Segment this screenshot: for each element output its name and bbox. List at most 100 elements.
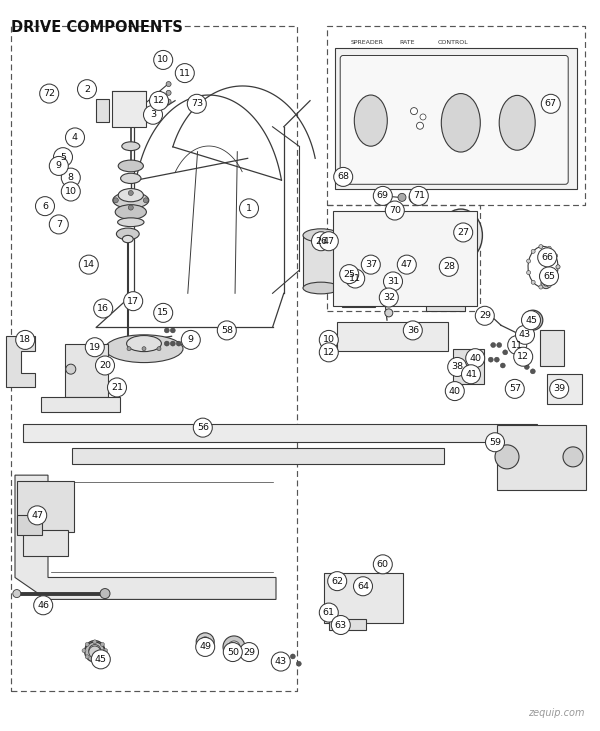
Text: 43: 43	[275, 657, 287, 666]
Circle shape	[398, 194, 406, 201]
Ellipse shape	[118, 160, 143, 172]
Circle shape	[181, 330, 200, 349]
Circle shape	[143, 105, 163, 124]
Circle shape	[311, 232, 331, 251]
Circle shape	[539, 267, 559, 286]
Circle shape	[383, 272, 403, 291]
Ellipse shape	[441, 94, 481, 152]
Circle shape	[497, 343, 502, 347]
Circle shape	[541, 94, 560, 113]
Text: 64: 64	[357, 582, 369, 591]
Text: 32: 32	[383, 293, 395, 302]
Text: 47: 47	[31, 511, 43, 520]
Circle shape	[539, 285, 543, 289]
Circle shape	[488, 357, 493, 362]
Circle shape	[319, 232, 338, 251]
Circle shape	[454, 223, 473, 242]
Circle shape	[196, 633, 214, 651]
Circle shape	[65, 128, 85, 147]
Circle shape	[547, 246, 551, 250]
Circle shape	[508, 384, 518, 394]
Circle shape	[170, 328, 175, 333]
Circle shape	[508, 336, 527, 355]
Circle shape	[142, 346, 146, 351]
Circle shape	[143, 198, 148, 202]
Text: 65: 65	[543, 272, 555, 281]
Bar	[23, 530, 68, 556]
Text: 12: 12	[517, 352, 529, 361]
Circle shape	[104, 648, 107, 653]
Circle shape	[485, 433, 505, 452]
Ellipse shape	[127, 336, 161, 352]
Circle shape	[539, 245, 543, 249]
Circle shape	[379, 288, 398, 307]
Text: 58: 58	[221, 326, 233, 335]
Bar	[335, 48, 577, 189]
Text: 11: 11	[179, 69, 191, 77]
Circle shape	[94, 299, 113, 318]
Circle shape	[93, 657, 97, 662]
Text: 68: 68	[337, 173, 349, 181]
Text: 40: 40	[469, 354, 481, 363]
Circle shape	[457, 232, 465, 239]
Text: 12: 12	[153, 96, 165, 105]
Ellipse shape	[118, 218, 144, 227]
Circle shape	[239, 199, 259, 218]
Circle shape	[375, 192, 387, 203]
Circle shape	[193, 418, 212, 437]
Circle shape	[175, 64, 194, 83]
Text: 57: 57	[509, 385, 521, 393]
Circle shape	[495, 445, 519, 469]
Circle shape	[541, 279, 551, 289]
Text: 25: 25	[343, 270, 355, 279]
Circle shape	[328, 572, 347, 591]
Circle shape	[85, 642, 105, 662]
Circle shape	[550, 379, 569, 398]
Text: 56: 56	[197, 423, 209, 432]
Ellipse shape	[116, 228, 139, 240]
Text: 60: 60	[377, 560, 389, 569]
Text: 40: 40	[449, 387, 461, 395]
Circle shape	[514, 347, 533, 366]
Bar	[342, 260, 375, 307]
Text: 14: 14	[83, 260, 95, 269]
Circle shape	[491, 343, 496, 347]
Circle shape	[49, 215, 68, 234]
Circle shape	[319, 330, 338, 349]
Ellipse shape	[439, 209, 482, 262]
Text: 2: 2	[84, 85, 90, 94]
Circle shape	[397, 255, 416, 274]
Circle shape	[166, 91, 171, 95]
Circle shape	[113, 198, 118, 202]
Circle shape	[385, 201, 404, 220]
Circle shape	[128, 191, 133, 195]
Circle shape	[331, 616, 350, 635]
Circle shape	[515, 325, 535, 344]
Circle shape	[77, 80, 97, 99]
Circle shape	[420, 114, 426, 120]
Circle shape	[445, 382, 464, 401]
Text: 47: 47	[323, 237, 335, 246]
Ellipse shape	[121, 173, 141, 183]
Circle shape	[91, 650, 110, 669]
Circle shape	[100, 588, 110, 599]
Circle shape	[176, 341, 181, 346]
Circle shape	[530, 369, 535, 374]
Bar	[497, 425, 586, 490]
Circle shape	[353, 577, 373, 596]
Bar	[333, 211, 477, 306]
Ellipse shape	[499, 95, 535, 151]
Circle shape	[324, 607, 334, 618]
Polygon shape	[15, 475, 276, 599]
Circle shape	[61, 182, 80, 201]
Circle shape	[358, 580, 368, 590]
Circle shape	[503, 350, 508, 355]
Ellipse shape	[303, 229, 339, 242]
Text: 3: 3	[150, 110, 156, 119]
Circle shape	[563, 447, 583, 467]
Text: 49: 49	[199, 643, 211, 651]
Circle shape	[93, 640, 97, 644]
Text: 29: 29	[479, 311, 491, 320]
Circle shape	[13, 590, 21, 597]
Circle shape	[66, 364, 76, 374]
